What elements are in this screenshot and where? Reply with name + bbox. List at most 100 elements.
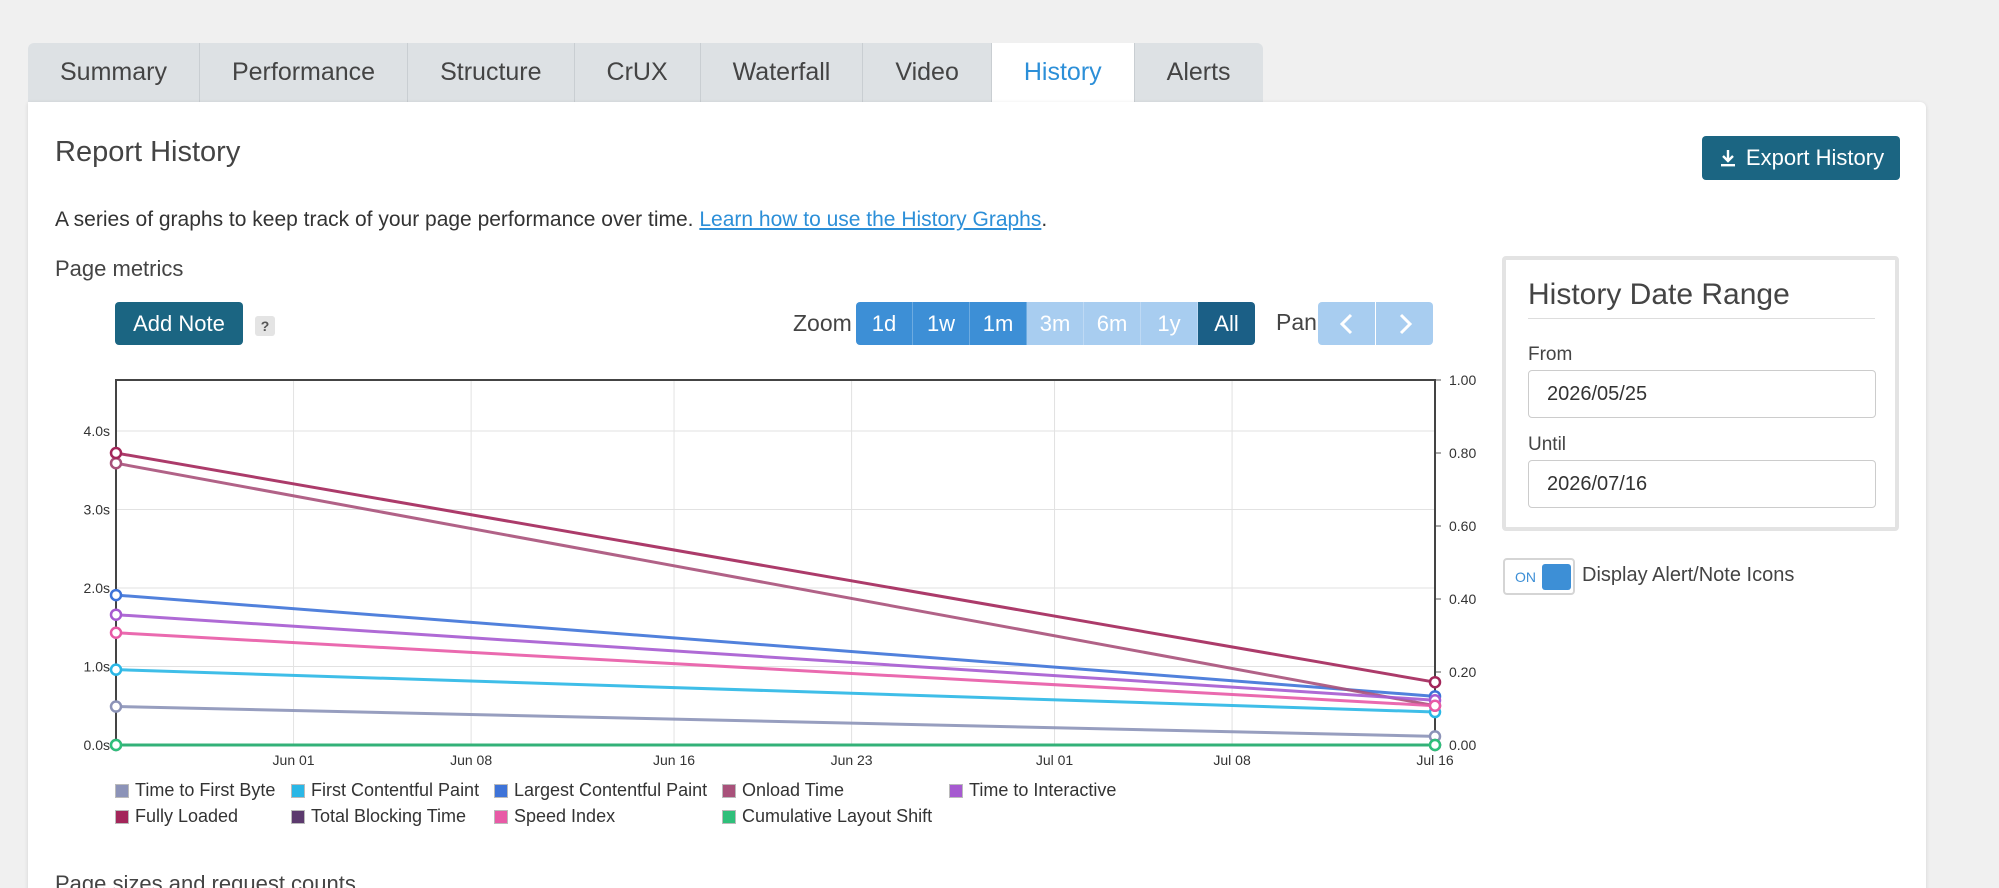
pan-label: Pan: [1276, 309, 1317, 335]
x-tick-label: Jun 16: [653, 752, 695, 768]
legend-swatch: [291, 809, 305, 824]
toggle-knob: [1542, 564, 1571, 590]
legend-item[interactable]: Total Blocking Time: [291, 806, 494, 827]
export-history-button[interactable]: Export History: [1702, 136, 1900, 180]
tab-waterfall[interactable]: Waterfall: [700, 43, 864, 102]
legend-swatch: [494, 809, 508, 824]
alert-icons-toggle[interactable]: ON: [1503, 558, 1575, 595]
series-line: [115, 631, 1436, 708]
tab-alerts[interactable]: Alerts: [1134, 43, 1263, 102]
x-tick-label: Jun 23: [831, 752, 873, 768]
legend-filler: [949, 806, 1149, 827]
legend-label: Time to Interactive: [969, 780, 1117, 800]
zoom-1w-button[interactable]: 1w: [913, 302, 970, 345]
chevron-left-icon: [1339, 313, 1352, 334]
legend-swatch: [291, 783, 305, 798]
legend-label: First Contentful Paint: [311, 780, 480, 800]
x-tick-label: Jul 08: [1213, 752, 1251, 768]
series-point: [1428, 738, 1442, 752]
zoom-1d-button[interactable]: 1d: [856, 302, 913, 345]
x-tick-label: Jul 16: [1416, 752, 1454, 768]
zoom-all-button[interactable]: All: [1198, 302, 1255, 345]
tab-performance[interactable]: Performance: [199, 43, 409, 102]
y-left-tick-label: 3.0s: [84, 502, 110, 518]
y-right-tick-label: 0.60: [1449, 518, 1476, 534]
toggle-state-label: ON: [1515, 569, 1536, 585]
legend-label: Total Blocking Time: [311, 806, 467, 826]
legend-swatch: [115, 809, 129, 824]
series-point: [109, 626, 123, 640]
series-point: [109, 663, 123, 676]
series-line: [115, 451, 1436, 684]
page-metrics-title: Page metrics: [55, 256, 184, 281]
zoom-label: Zoom: [793, 310, 852, 336]
y-left-tick-label: 2.0s: [84, 580, 110, 596]
y-right-tick-label: 1.00: [1449, 372, 1476, 388]
chart-legend: Time to First Byte First Contentful Paint…: [115, 780, 1165, 827]
zoom-1y-button[interactable]: 1y: [1141, 302, 1198, 345]
y-left-tick-label: 4.0s: [84, 423, 110, 439]
legend-label: Cumulative Layout Shift: [742, 806, 933, 826]
pan-left-button[interactable]: [1318, 302, 1375, 345]
legend-item[interactable]: Fully Loaded: [115, 806, 291, 827]
tab-history[interactable]: History: [991, 43, 1135, 102]
description-suffix: .: [1041, 208, 1048, 231]
history-date-range: History Date Range From 2026/05/25 Until…: [1502, 256, 1899, 531]
legend-label: Onload Time: [742, 780, 845, 800]
zoom-3m-button[interactable]: 3m: [1027, 302, 1084, 345]
add-note-button[interactable]: Add Note: [115, 302, 243, 345]
tab-structure[interactable]: Structure: [408, 43, 575, 102]
export-history-label: Export History: [1745, 145, 1885, 170]
series-point: [109, 738, 123, 752]
legend-item[interactable]: Time to Interactive: [949, 780, 1149, 801]
legend-item[interactable]: First Contentful Paint: [291, 780, 494, 801]
x-tick-label: Jul 01: [1036, 752, 1074, 768]
report-tabs: Summary Performance Structure CrUX Water…: [28, 43, 1263, 102]
legend-item[interactable]: Largest Contentful Paint: [494, 780, 722, 801]
series-point: [109, 456, 123, 470]
zoom-1m-button[interactable]: 1m: [970, 302, 1027, 345]
history-graphs-link[interactable]: Learn how to use the History Graphs: [699, 208, 1042, 231]
y-right-tick-label: 0.00: [1449, 737, 1476, 753]
x-tick-label: Jun 08: [450, 752, 492, 768]
date-range-title: History Date Range: [1528, 278, 1875, 319]
y-right-tick-label: 0.40: [1449, 591, 1476, 607]
y-right-tick-label: 0.20: [1449, 664, 1476, 680]
legend-swatch: [949, 783, 963, 798]
legend-item[interactable]: Onload Time: [722, 780, 949, 801]
page-sizes-title: Page sizes and request counts: [55, 871, 356, 888]
pan-right-button[interactable]: [1376, 302, 1433, 345]
series-line: [115, 461, 1436, 708]
x-tick-label: Jun 01: [273, 752, 315, 768]
y-left-tick-label: 0.0s: [84, 737, 110, 753]
legend-label: Time to First Byte: [135, 780, 276, 800]
zoom-6m-button[interactable]: 6m: [1084, 302, 1141, 345]
series-point: [109, 608, 123, 621]
series-line: [115, 705, 1436, 738]
series-line: [115, 668, 1436, 714]
pan-buttons: [1318, 302, 1433, 345]
until-date-input[interactable]: 2026/07/16: [1528, 460, 1876, 508]
tab-summary[interactable]: Summary: [28, 43, 200, 102]
series-line: [115, 613, 1436, 702]
legend-item[interactable]: Time to First Byte: [115, 780, 291, 801]
legend-item[interactable]: Speed Index: [494, 806, 722, 827]
help-icon[interactable]: ?: [255, 316, 275, 336]
legend-swatch: [115, 783, 129, 798]
download-icon: [1720, 150, 1735, 167]
legend-swatch: [722, 783, 736, 798]
legend-label: Fully Loaded: [135, 806, 239, 826]
page-title: Report History: [55, 136, 241, 168]
legend-item[interactable]: Cumulative Layout Shift: [722, 806, 949, 827]
legend-label: Speed Index: [514, 806, 616, 826]
until-label: Until: [1528, 434, 1567, 455]
tab-crux[interactable]: CrUX: [574, 43, 701, 102]
zoom-buttons: 1d 1w 1m 3m 6m 1y All: [856, 302, 1255, 345]
from-date-input[interactable]: 2026/05/25: [1528, 370, 1876, 418]
tab-video[interactable]: Video: [863, 43, 992, 102]
from-label: From: [1528, 344, 1573, 365]
chevron-right-icon: [1399, 313, 1412, 334]
series-point: [109, 700, 123, 713]
toggle-label: Display Alert/Note Icons: [1582, 564, 1795, 586]
